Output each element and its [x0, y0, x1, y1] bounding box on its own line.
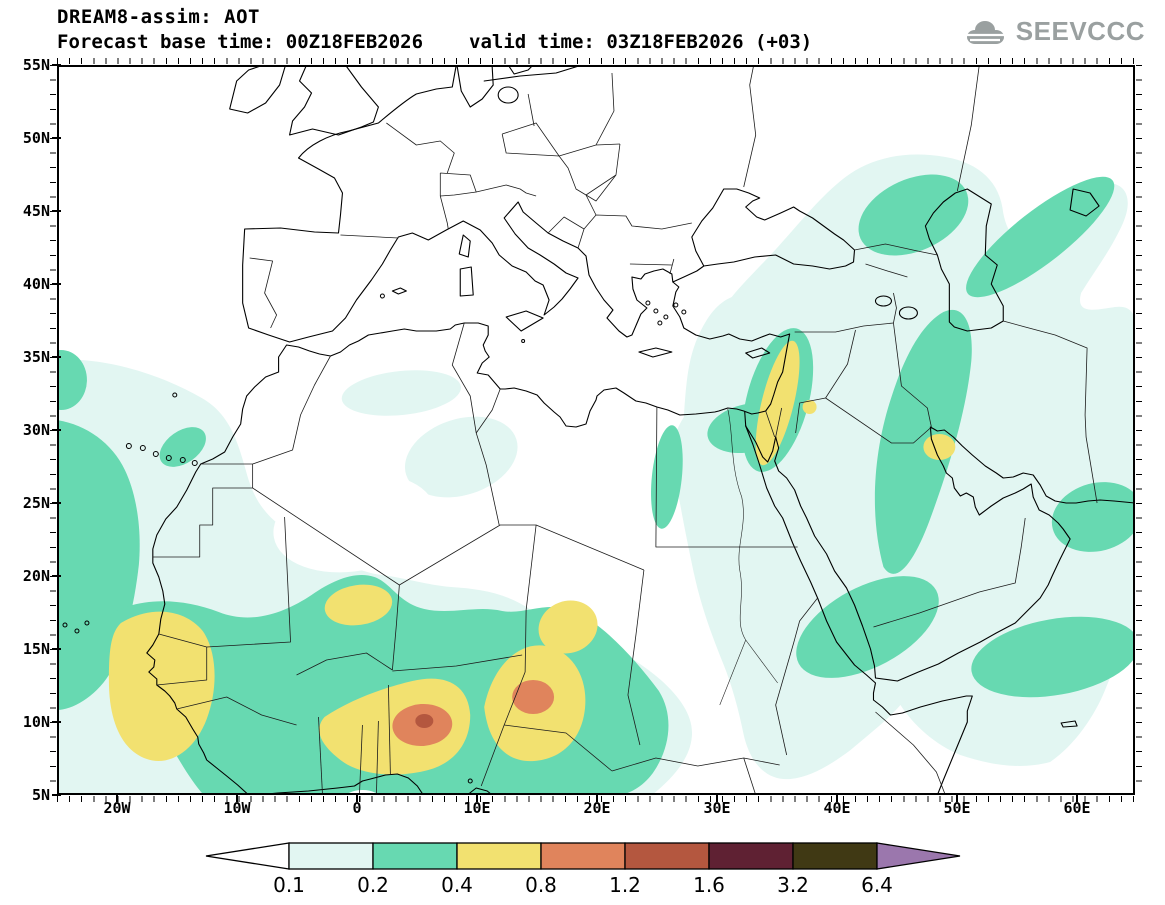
forecast-times: Forecast base time: 00Z18FEB2026 valid ti…	[57, 31, 812, 53]
legend-value-label: 3.2	[777, 873, 809, 897]
legend-value-label: 0.4	[441, 873, 473, 897]
legend-value-label: 0.1	[273, 873, 305, 897]
lat-label: 55N	[10, 56, 61, 74]
lon-label: 10W	[213, 794, 261, 817]
lat-label: 50N	[10, 129, 61, 147]
legend-value-label: 1.6	[693, 873, 725, 897]
legend-box	[540, 842, 626, 870]
map-svg	[57, 65, 1135, 795]
lat-label: 45N	[10, 202, 61, 220]
lat-label: 35N	[10, 348, 61, 366]
legend-arrow-left	[205, 842, 290, 870]
lon-label: 60E	[1053, 794, 1101, 817]
legend-value-label: 0.8	[525, 873, 557, 897]
legend-box	[792, 842, 878, 870]
small-islands	[62, 293, 687, 784]
legend-value-label: 6.4	[861, 873, 893, 897]
legend-box	[288, 842, 374, 870]
valid-time: valid time: 03Z18FEB2026 (+03)	[469, 31, 813, 53]
base-time: Forecast base time: 00Z18FEB2026	[57, 31, 424, 53]
color-scale-legend: 0.1 0.2 0.4 0.8 1.2 1.6 3.2 6.4	[204, 842, 962, 904]
legend-arrow-right	[876, 842, 961, 870]
legend-box	[708, 842, 794, 870]
lat-label: 5N	[10, 786, 61, 804]
logo-text: SEEVCCC	[1015, 16, 1145, 46]
coastlines	[146, 65, 1135, 795]
legend-box	[624, 842, 710, 870]
lat-label: 20N	[10, 567, 61, 585]
lon-label: 10E	[453, 794, 501, 817]
lon-label: 30E	[693, 794, 741, 817]
aot-level-12-16	[415, 714, 434, 728]
legend-box	[456, 842, 542, 870]
legend-value-label: 0.2	[357, 873, 389, 897]
lat-label: 25N	[10, 494, 61, 512]
lon-label: 20W	[93, 794, 141, 817]
legend-value-label: 1.2	[609, 873, 641, 897]
cloud-icon	[965, 20, 1004, 44]
lon-label: 50E	[933, 794, 981, 817]
lon-label: 0	[333, 794, 381, 817]
country-borders	[152, 65, 1098, 795]
nile-river	[719, 408, 778, 706]
seevccc-logo: SEEVCCC	[962, 16, 1145, 47]
legend-bar	[205, 842, 961, 870]
lat-label: 10N	[10, 713, 61, 731]
lon-label: 20E	[573, 794, 621, 817]
lat-label: 15N	[10, 640, 61, 658]
legend-box	[372, 842, 458, 870]
chart-title: DREAM8-assim: AOT	[57, 6, 260, 28]
axis-ticks-right	[1136, 65, 1142, 795]
aot-clear-gaps	[273, 473, 546, 582]
map-area	[57, 65, 1135, 795]
axis-ticks-top	[57, 58, 1135, 64]
lat-label: 40N	[10, 275, 61, 293]
lon-label: 40E	[813, 794, 861, 817]
lat-label: 30N	[10, 421, 61, 439]
